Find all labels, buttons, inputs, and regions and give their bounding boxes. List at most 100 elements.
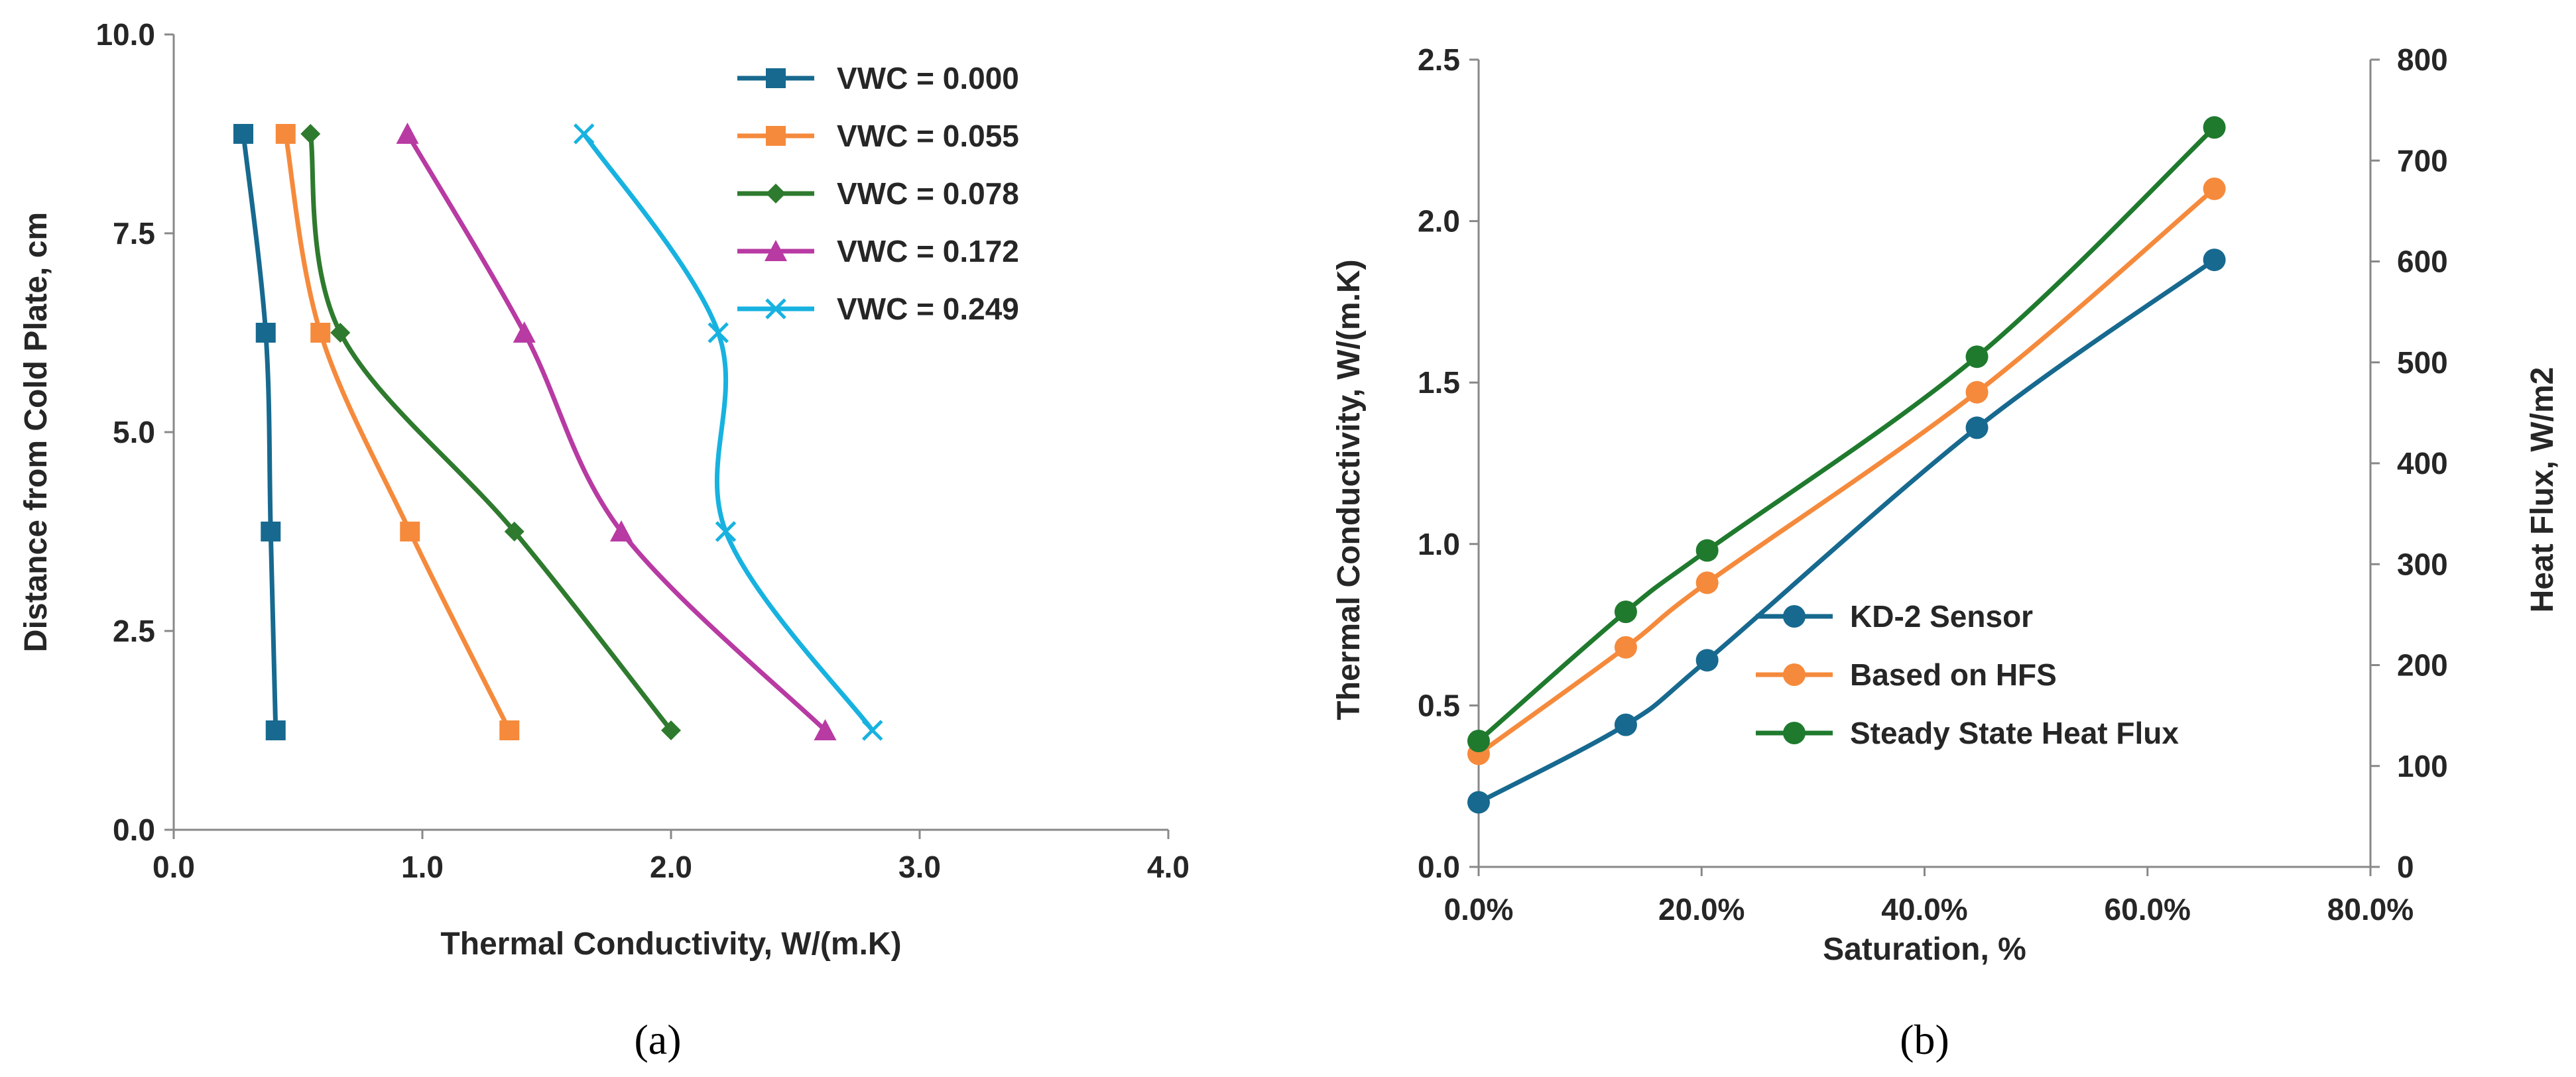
x-tick-label: 0.0 [153,850,195,884]
panel-label-a: (a) [634,1016,681,1063]
legend-item: KD-2 Sensor [1756,599,2033,634]
legend-marker [766,126,786,146]
x-tick-label: 3.0 [898,850,941,884]
data-point [300,124,321,144]
series-3 [1467,116,2226,752]
series-2 [275,124,520,740]
data-point [504,522,524,541]
x-tick-label: 40.0% [1881,892,1967,927]
series-1 [1467,249,2226,814]
data-point [396,123,419,144]
y-tick-label: 10.0 [95,17,155,52]
legend-marker [765,240,787,261]
y-tick-label: 2.0 [1418,204,1460,239]
chart-a: 0.0 1.0 2.0 3.0 4.0 0.0 2.5 5.0 7.5 10.0 Thermal C… [19,17,1190,1063]
y2-tick-label: 200 [2397,648,2448,683]
data-point [1965,345,1989,368]
data-point [255,323,276,343]
legend-label: KD-2 Sensor [1850,599,2033,634]
legend-label: VWC = 0.078 [837,176,1019,211]
data-point [661,720,681,740]
legend-label: VWC = 0.055 [837,119,1019,153]
data-point [2203,116,2226,139]
legend: KD-2 Sensor Based on HFS Steady State Heat… [1756,599,2179,750]
data-point [233,124,253,144]
data-point [573,123,595,144]
chart-b: 0.0% 20.0% 40.0% 60.0% 80.0% 0.0 0.5 1.0 1.5 2.0 2… [1331,42,2560,1063]
series-5 [573,123,883,741]
data-point [1467,791,1490,814]
data-point [1695,571,1719,595]
y2-tick-label: 500 [2397,345,2448,380]
y-axis-title: Thermal Conductivity, W/(m.K) [1331,259,1367,720]
series-1 [233,124,286,740]
marker-stroke [573,123,595,144]
legend: VWC = 0.000 VWC = 0.055 VWC = 0.078 VWC = 0… [737,61,1019,326]
legend-item: VWC = 0.055 [737,119,1019,153]
data-point [330,323,351,343]
series-line [582,133,875,732]
y2-tick-label: 600 [2397,245,2448,279]
y-tick-label: 2.5 [1418,42,1460,77]
marker-stroke [861,720,883,741]
data-point [310,323,331,343]
y-tick-label: 0.0 [113,813,155,847]
y-tick-label: 1.0 [1418,527,1460,561]
legend-label: VWC = 0.172 [837,234,1019,268]
legend-marker [1783,605,1806,628]
x-axis-title: Thermal Conductivity, W/(m.K) [440,927,901,962]
data-point [715,521,737,542]
y2-tick-label: 700 [2397,143,2448,178]
x-tick-label: 0.0% [1444,892,1514,927]
legend-marker [766,184,786,203]
legend-item: VWC = 0.078 [737,176,1019,211]
y2-tick-label: 0 [2397,850,2414,884]
data-point [861,720,883,741]
series-line [405,133,827,732]
data-point [1614,600,1637,624]
data-point [2203,249,2226,272]
x-tick-label: 20.0% [1658,892,1745,927]
legend-item: Steady State Heat Flux [1756,716,2179,750]
series-line [283,133,512,732]
series-line [1477,125,2217,743]
legend-label: Steady State Heat Flux [1850,716,2179,750]
legend-item: VWC = 0.172 [737,234,1019,268]
data-point [1965,380,1989,404]
y2-axis-title: Heat Flux, W/m2 [2525,367,2560,613]
data-point [1614,713,1637,736]
data-point [499,720,520,740]
data-point [2203,177,2226,200]
y-tick-label: 7.5 [113,216,155,251]
series-2 [1467,177,2226,765]
series-3 [300,124,681,740]
marker-stroke [707,322,729,343]
data-point [610,520,633,541]
series-4 [396,123,837,740]
data-point [1695,539,1719,562]
x-axis-title: Saturation, % [1823,932,2026,967]
data-point [1467,729,1490,752]
legend-item: Based on HFS [1756,657,2057,692]
data-point [707,322,729,343]
panel-label-b: (b) [1900,1016,1949,1063]
data-point [400,522,420,541]
series-line [1477,258,2216,805]
y2-tick-label: 100 [2397,749,2448,783]
data-point [275,124,296,144]
series-line [1477,187,2216,756]
legend-marker [766,68,786,88]
data-point [814,719,837,740]
y-tick-label: 2.5 [113,614,155,648]
marker-stroke [765,298,786,319]
data-point [513,321,536,343]
legend-marker [1783,663,1806,686]
data-point [265,720,286,740]
y2-tick-label: 300 [2397,547,2448,581]
y-tick-label: 0.0 [1418,850,1460,884]
data-point [1965,416,1989,439]
legend-label: VWC = 0.000 [837,61,1019,95]
series-line [308,133,673,732]
legend-label: VWC = 0.249 [837,292,1019,326]
